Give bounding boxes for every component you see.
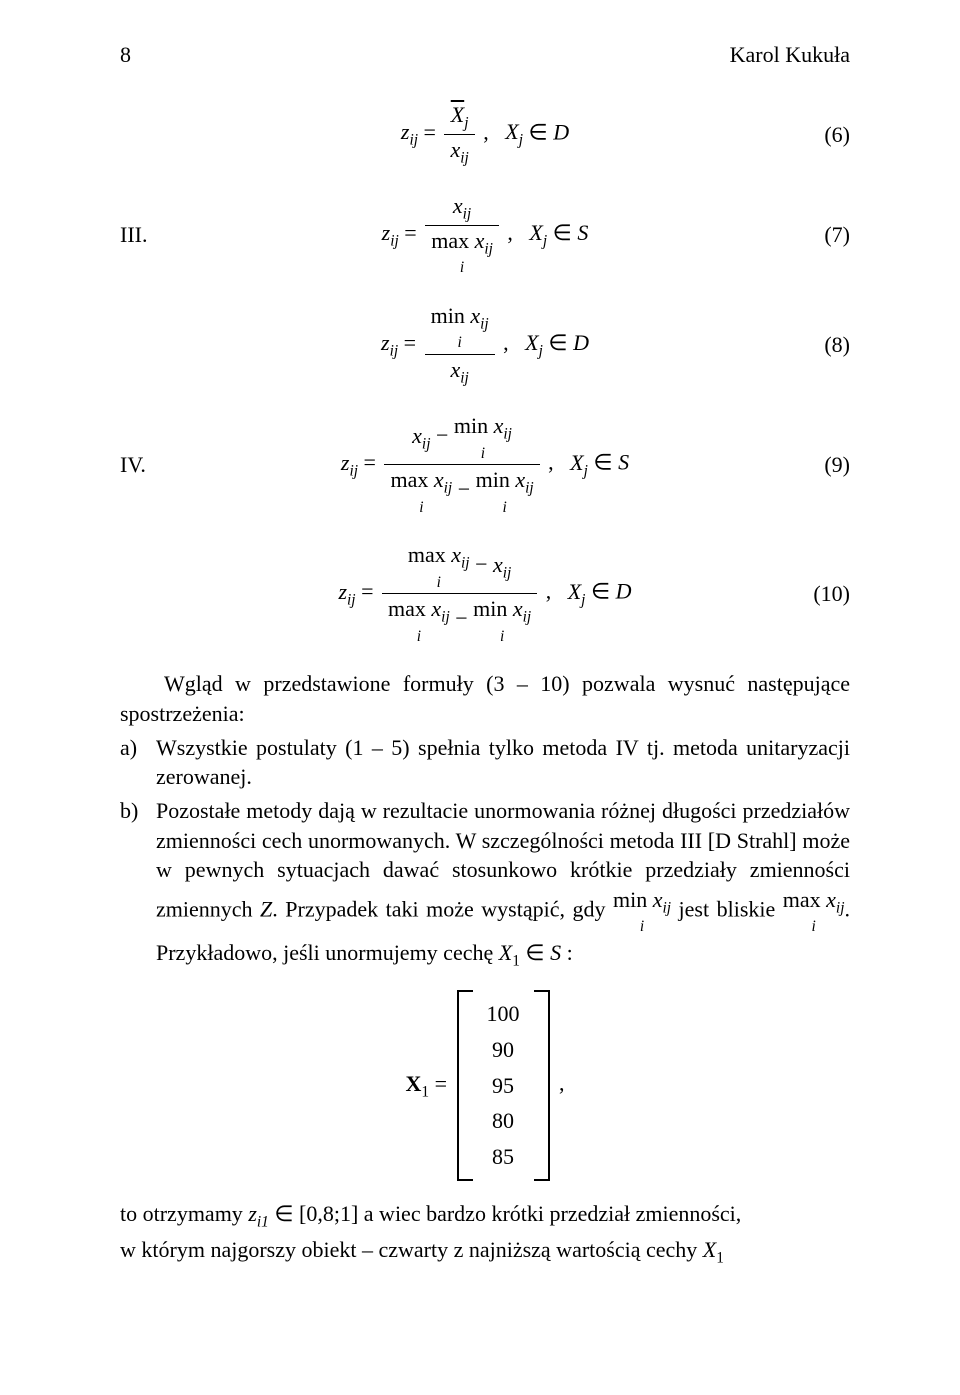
matrix-cell: 80 bbox=[487, 1103, 520, 1139]
eq10-number: (10) bbox=[790, 579, 850, 609]
equation-6: zij = Xjxij , Xj ∈ D (6) bbox=[120, 100, 850, 169]
matrix-body: 100 90 95 80 85 bbox=[457, 990, 550, 1180]
eq6-number: (6) bbox=[790, 120, 850, 150]
matrix-cell: 90 bbox=[487, 1032, 520, 1068]
closing-line-1: to otrzymamy zi1 ∈ [0,8;1] a wiec bardzo… bbox=[120, 1199, 850, 1233]
page-number: 8 bbox=[120, 40, 131, 70]
bracket-left-icon bbox=[457, 990, 473, 1180]
equation-8: zij = min xijixij , Xj ∈ D (8) bbox=[120, 301, 850, 389]
matrix-lhs: X1 = bbox=[405, 1071, 447, 1096]
matrix-trail: , bbox=[559, 1071, 565, 1096]
bracket-right-icon bbox=[534, 990, 550, 1180]
intro-paragraph: Wgląd w przedstawione formuły (3 – 10) p… bbox=[120, 669, 850, 728]
closing-line-2: w którym najgorszy obiekt – czwarty z na… bbox=[120, 1235, 850, 1269]
list-item-b: b) Pozostałe metody dają w rezultacie un… bbox=[120, 796, 850, 972]
eq9-number: (9) bbox=[790, 450, 850, 480]
matrix-cell: 85 bbox=[487, 1139, 520, 1175]
eq6-formula: zij = Xjxij , Xj ∈ D bbox=[180, 100, 790, 169]
matrix-cell: 100 bbox=[487, 996, 520, 1032]
eq9-formula: zij = xij − min xijimax xiji − min xiji … bbox=[180, 411, 790, 518]
list-item-a: a) Wszystkie postulaty (1 – 5) spełnia t… bbox=[120, 733, 850, 792]
list-text-b: Pozostałe metody dają w rezultacie unorm… bbox=[156, 796, 850, 972]
eq10-formula: zij = max xiji − xijmax xiji − min xiji … bbox=[180, 540, 790, 647]
eq9-roman: IV. bbox=[120, 450, 180, 480]
matrix-cell: 95 bbox=[487, 1068, 520, 1104]
list-marker-a: a) bbox=[120, 733, 156, 792]
list-text-a: Wszystkie postulaty (1 – 5) spełnia tylk… bbox=[156, 733, 850, 792]
matrix-column: 100 90 95 80 85 bbox=[473, 990, 534, 1180]
author-name: Karol Kukuła bbox=[730, 40, 850, 70]
eq8-formula: zij = min xijixij , Xj ∈ D bbox=[180, 301, 790, 389]
page-header: 8 Karol Kukuła bbox=[120, 40, 850, 70]
matrix-X1: X1 = 100 90 95 80 85 , bbox=[120, 990, 850, 1180]
equation-7: III. zij = xijmax xiji , Xj ∈ S (7) bbox=[120, 191, 850, 279]
equation-9: IV. zij = xij − min xijimax xiji − min x… bbox=[120, 411, 850, 518]
eq7-number: (7) bbox=[790, 220, 850, 250]
page: 8 Karol Kukuła zij = Xjxij , Xj ∈ D (6) … bbox=[0, 0, 960, 1395]
eq7-roman: III. bbox=[120, 220, 180, 250]
eq7-formula: zij = xijmax xiji , Xj ∈ S bbox=[180, 191, 790, 279]
equation-10: zij = max xiji − xijmax xiji − min xiji … bbox=[120, 540, 850, 647]
eq8-number: (8) bbox=[790, 330, 850, 360]
list-marker-b: b) bbox=[120, 796, 156, 972]
